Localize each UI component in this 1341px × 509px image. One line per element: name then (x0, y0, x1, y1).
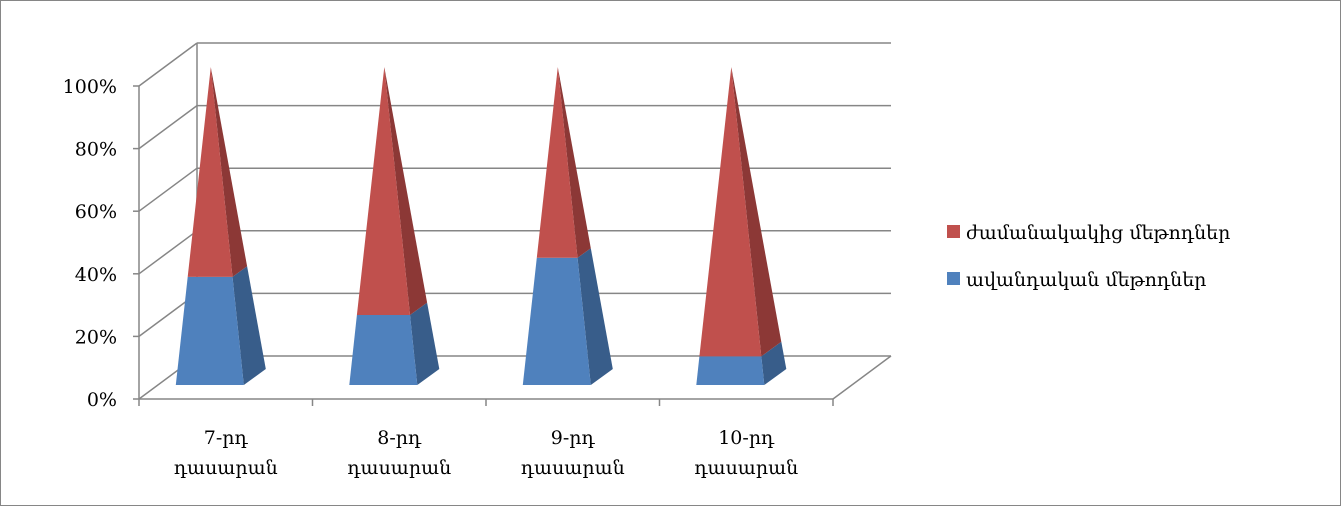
side-gridline (138, 42, 198, 87)
legend-label-1: ժամանակակից մեթոդներ (966, 222, 1230, 244)
legend: ժամանակակից մեթոդներ ավանդական մեթոդներ (947, 222, 1230, 291)
pyramid-segment-1-series-1 (175, 276, 244, 385)
y-tick-label: 20% (75, 326, 117, 348)
pyramid-3 (522, 67, 613, 385)
y-tick-label: 0% (87, 389, 117, 411)
x-tick-label: 9-րդ դասարան (521, 427, 625, 479)
pyramid-2 (349, 67, 440, 385)
pyramid-4 (696, 67, 787, 385)
pyramid-segment-4-series-1 (696, 356, 765, 385)
pyramid-side-1-series-2 (210, 67, 248, 277)
pyramid-segment-2-series-2 (356, 67, 410, 315)
pyramid-segment-1-series-2 (187, 67, 233, 277)
y-tick-label: 40% (75, 264, 117, 286)
label-layer: 0% 20% 40% 60% 80% 100% 7-րդ դասարան 8-րդ դասարան… (63, 76, 799, 479)
x-tick-label: 8-րդ դասարան (347, 427, 451, 479)
pyramid-side-4-series-1 (761, 341, 787, 385)
pyramid-segment-4-series-2 (699, 67, 762, 357)
side-gridline (138, 167, 198, 212)
pyramid-side-3-series-2 (557, 67, 591, 258)
pyramid-segment-3-series-2 (536, 67, 578, 258)
legend-label-2: ավանդական մեթոդներ (966, 269, 1206, 291)
pyramid-1 (175, 67, 266, 385)
pyramid-side-2-series-1 (410, 302, 440, 385)
pyramid-side-1-series-1 (232, 266, 266, 385)
pyramid-segment-2-series-1 (349, 315, 418, 385)
legend-swatch-2 (947, 272, 960, 285)
legend-swatch-1 (947, 225, 960, 238)
pyramid-layer (175, 67, 787, 385)
side-gridline (138, 104, 198, 150)
y-tick-label: 80% (75, 139, 117, 161)
pyramid-side-2-series-2 (384, 67, 428, 315)
side-gridline (138, 230, 198, 275)
y-tick-label: 100% (63, 76, 117, 98)
y-tick-label: 60% (75, 201, 117, 223)
pyramid-side-4-series-2 (731, 67, 782, 357)
x-tick-label: 7-րդ դասարան (174, 427, 278, 479)
pyramid-segment-3-series-1 (522, 257, 591, 385)
axis-layer (133, 85, 834, 406)
pyramid-side-3-series-1 (577, 248, 613, 385)
floor-edge (832, 355, 892, 400)
x-tick-label: 10-րդ դասարան (694, 427, 798, 479)
